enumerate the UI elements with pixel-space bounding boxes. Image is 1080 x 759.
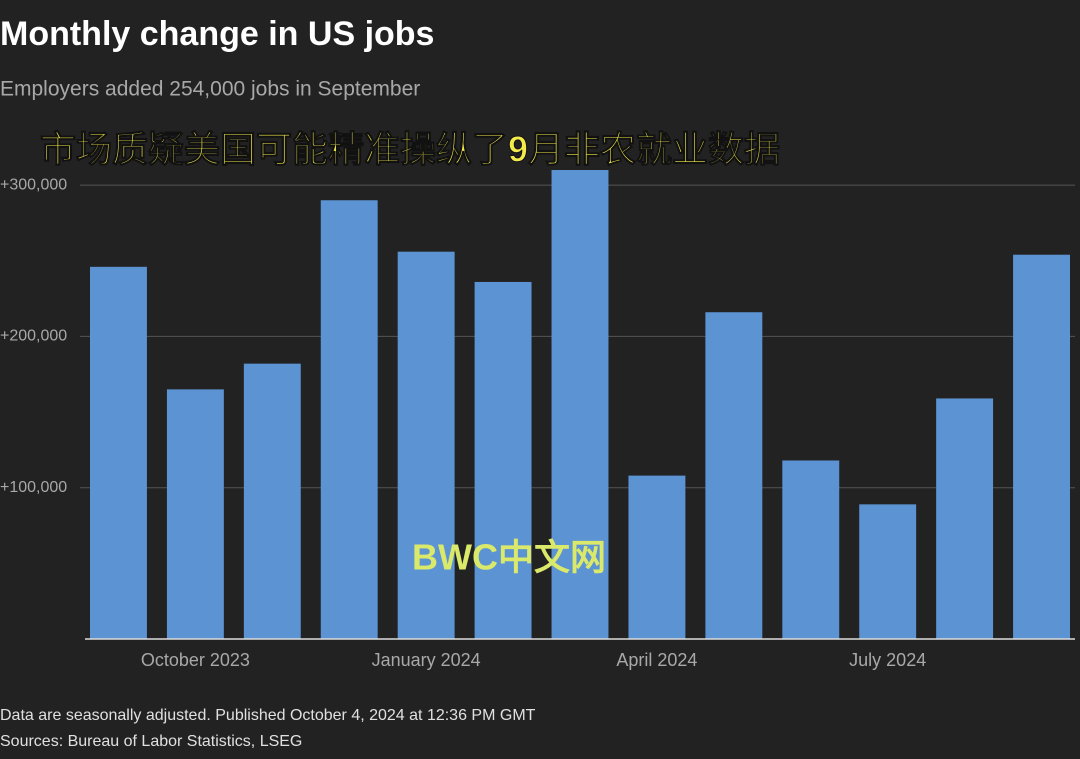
bar [474,281,532,639]
x-tick-label: July 2024 [849,650,926,670]
bar [782,460,840,639]
bar [243,363,301,639]
annotation: 市场质疑美国可能精准操纵了9月非农就业数据 [40,129,780,170]
x-tick-label: April 2024 [616,650,697,670]
y-tick-label: +100,000 [0,479,67,496]
bar [859,504,917,639]
bar [320,200,378,640]
y-tick-label: +300,000 [0,176,67,193]
footnote: Data are seasonally adjusted. Published … [0,707,536,724]
x-tick-label: October 2023 [141,650,250,670]
bar [1013,254,1070,639]
bar [705,312,763,639]
plot-area: +100,000 +200,000 +300,000 October 2023 Janu… [0,170,1075,670]
bar [90,266,147,639]
watermark: BWC中文网 [412,537,606,578]
chart-subtitle: Employers added 254,000 jobs in Septembe… [0,78,420,101]
bar [551,170,609,639]
bar [628,475,686,639]
bar [936,398,994,639]
y-tick-label: +200,000 [0,328,67,345]
chart-title: Monthly change in US jobs [0,15,434,53]
x-tick-label: January 2024 [372,650,481,670]
bar [166,389,224,639]
footnote: Sources: Bureau of Labor Statistics, LSE… [0,733,302,750]
bar [397,251,455,639]
